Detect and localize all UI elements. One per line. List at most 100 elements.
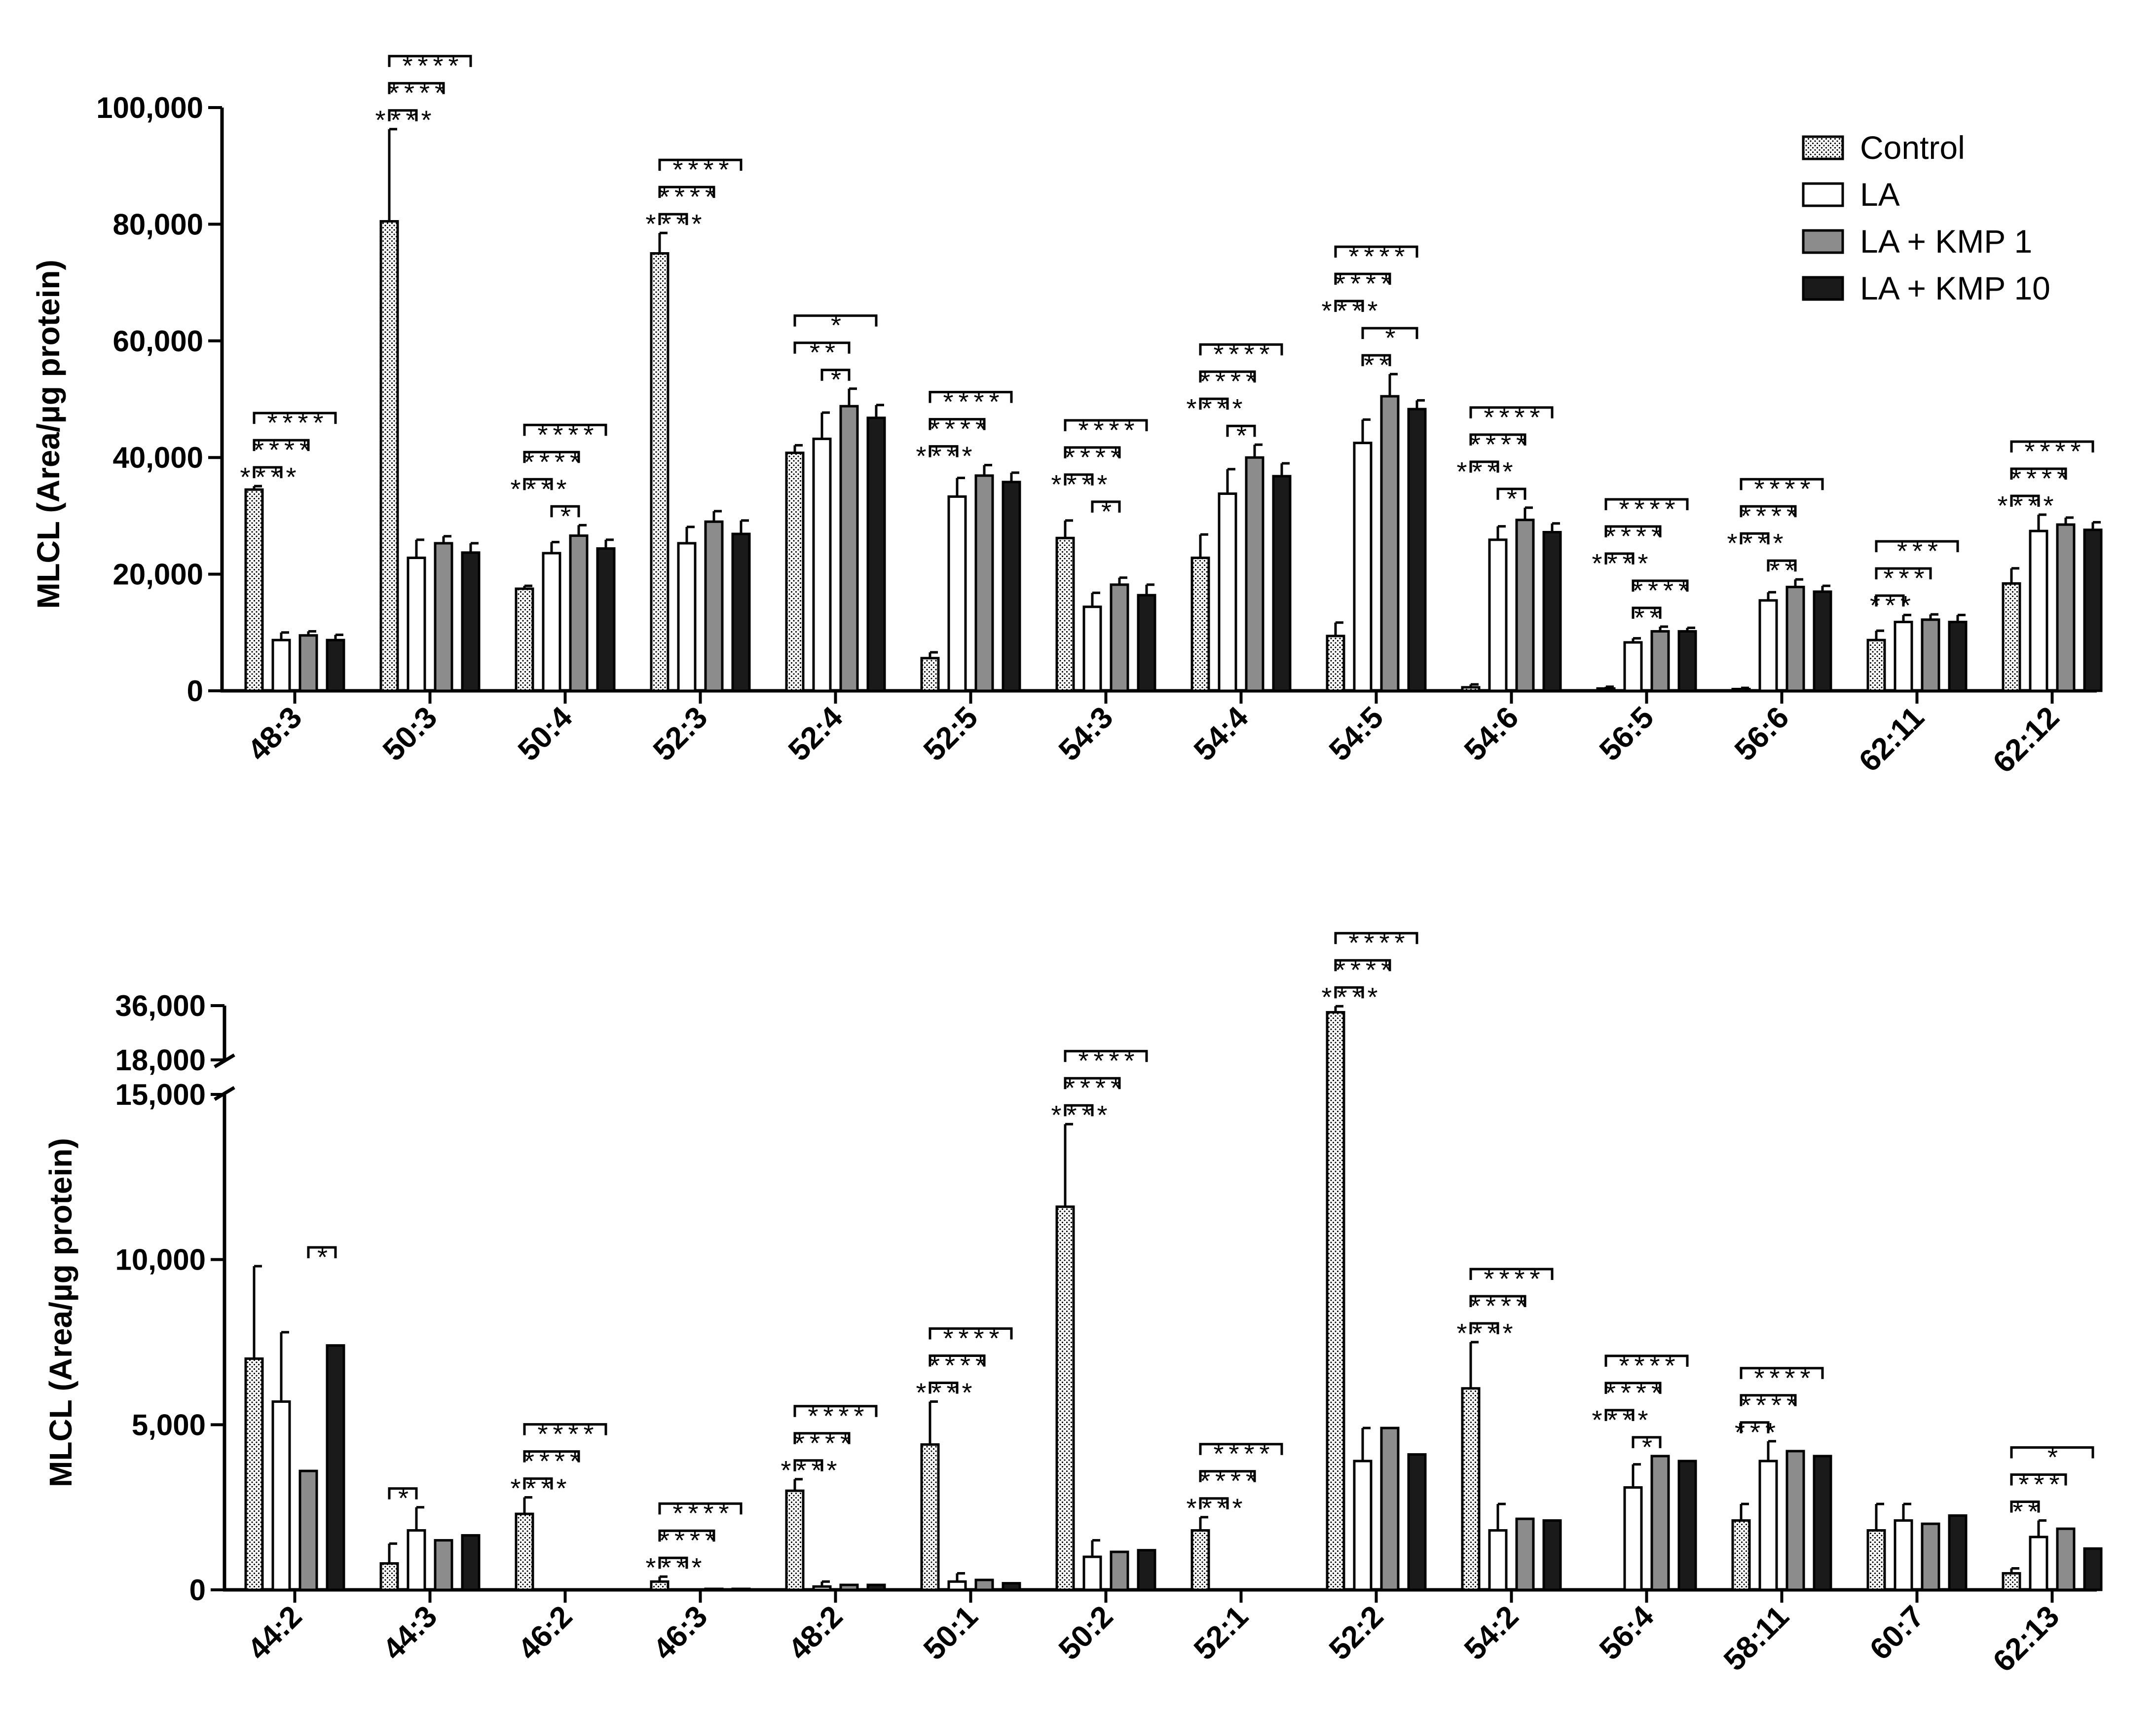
top-bar-56-5-la [1623, 641, 1643, 692]
top-significance-bracket-48-3 [253, 412, 337, 424]
top-significance-bracket-54-5 [1334, 300, 1364, 312]
bottom-significance-label-52-2: **** [1321, 982, 1382, 1012]
top-bar-56-6-la [1758, 599, 1778, 692]
top-category-label-56-5: 56:5 [1593, 700, 1661, 768]
top-significance-bracket-54-5 [1334, 272, 1391, 285]
top-significance-label-52-3: **** [645, 209, 706, 239]
bottom-bar-60-7-la [1894, 1519, 1913, 1591]
top-bar-54-6-la [1488, 538, 1508, 692]
bottom-significance-label-44-2: * [317, 1242, 333, 1272]
top-bar-50-4-control [515, 587, 534, 692]
bottom-bar-60-7-control [1866, 1529, 1886, 1591]
top-bar-62-11-control [1866, 639, 1886, 692]
top-bar-48-3-la [271, 639, 291, 692]
bottom-category-label-62-13: 62:13 [1986, 1599, 2066, 1679]
bottom-bar-46-2-control [515, 1512, 534, 1591]
top-bar-48-3-la-kmp-1 [298, 634, 318, 692]
bottom-significance-bracket-50-1 [929, 1381, 959, 1394]
top-significance-bracket-56-5 [1632, 606, 1662, 619]
top-significance-label-62-11: *** [1897, 536, 1943, 566]
bottom-significance-label-56-4: **** [1592, 1405, 1653, 1435]
bottom-bar-52-2-la-kmp-1 [1380, 1427, 1400, 1591]
top-bar-54-6-la-kmp-10 [1542, 530, 1562, 692]
top-significance-label-54-6: **** [1484, 403, 1545, 432]
top-category-label-54-6: 54:6 [1458, 700, 1525, 768]
top-significance-bracket-54-3 [1064, 446, 1121, 458]
bottom-significance-bracket-62-13 [2010, 1473, 2067, 1486]
top-bar-62-11-la [1894, 621, 1913, 692]
bottom-significance-label-50-1: **** [929, 1351, 991, 1380]
top-significance-bracket-50-3 [388, 109, 418, 121]
bottom-significance-label-58-11: **** [1754, 1363, 1815, 1393]
bottom-significance-bracket-52-1 [1199, 1497, 1229, 1509]
bottom-significance-label-54-2: **** [1456, 1318, 1518, 1348]
top-category-label-50-3: 50:3 [376, 700, 444, 768]
bottom-significance-label-50-2: **** [1051, 1100, 1112, 1130]
top-significance-label-54-6: * [1507, 484, 1522, 514]
top-bar-62-12-control [2002, 582, 2021, 692]
top-significance-bracket-54-6 [1496, 488, 1526, 500]
bottom-significance-bracket-48-2 [793, 1459, 823, 1471]
top-significance-label-50-4: **** [537, 420, 598, 450]
top-significance-label-54-6: **** [1456, 457, 1518, 487]
bottom-significance-bracket-50-1 [929, 1327, 1013, 1340]
top-significance-label-52-4: ** [810, 338, 840, 368]
top-significance-bracket-62-11 [1875, 567, 1932, 580]
top-bar-50-3-la-kmp-1 [434, 542, 453, 692]
top-significance-bracket-54-4 [1199, 343, 1283, 356]
top-bar-48-3-la-kmp-10 [326, 639, 345, 692]
bottom-significance-label-54-2: **** [1484, 1264, 1545, 1294]
top-bar-56-6-la-kmp-1 [1785, 586, 1805, 692]
top-significance-bracket-54-6 [1469, 433, 1526, 446]
top-significance-bracket-62-11 [1875, 540, 1959, 553]
top-significance-bracket-52-5 [929, 391, 1013, 403]
top-bar-54-4-la-kmp-10 [1272, 475, 1292, 692]
top-bar-52-5-control [920, 657, 940, 692]
top-category-label-56-6: 56:6 [1728, 700, 1796, 768]
bottom-significance-bracket-50-2 [1064, 1050, 1148, 1062]
bottom-bar-46-3-la-kmp-1 [704, 1587, 724, 1591]
bottom-significance-bracket-46-2 [523, 1450, 580, 1463]
bottom-bar-48-2-la [812, 1585, 832, 1591]
bottom-bar-56-4-la [1623, 1486, 1643, 1591]
bottom-significance-bracket-54-2 [1469, 1295, 1526, 1307]
bottom-bar-50-2-la-kmp-1 [1110, 1550, 1129, 1591]
top-significance-bracket-56-6 [1740, 505, 1797, 518]
bottom-significance-label-56-4: * [1642, 1432, 1657, 1462]
top-category-label-52-3: 52:3 [647, 700, 714, 768]
top-bar-54-6-la-kmp-1 [1515, 519, 1535, 692]
top-significance-label-56-6: **** [1741, 501, 1802, 531]
bottom-bar-60-7-la-kmp-1 [1921, 1522, 1940, 1591]
top-significance-label-48-3: **** [254, 435, 315, 465]
top-significance-bracket-56-5 [1604, 552, 1635, 564]
top-significance-label-54-3: * [1101, 497, 1116, 526]
top-bar-48-3-control [244, 488, 264, 692]
top-significance-label-54-5: **** [1348, 242, 1410, 271]
top-significance-bracket-54-6 [1469, 460, 1499, 473]
top-significance-label-48-3: **** [267, 408, 328, 438]
bottom-significance-bracket-52-1 [1199, 1470, 1256, 1482]
top-significance-label-54-3: **** [1065, 443, 1126, 472]
top-significance-bracket-62-12 [2010, 494, 2040, 507]
top-significance-bracket-54-5 [1334, 245, 1418, 258]
bottom-category-label-60-7: 60:7 [1863, 1599, 1931, 1667]
bottom-significance-label-46-3: **** [659, 1526, 720, 1555]
bottom-significance-label-62-13: * [2047, 1442, 2063, 1472]
top-significance-bracket-52-4 [793, 341, 851, 354]
top-significance-bracket-50-4 [523, 478, 553, 490]
top-significance-label-50-3: **** [389, 78, 450, 108]
top-bar-50-3-la [407, 557, 426, 692]
bottom-significance-bracket-54-2 [1469, 1268, 1554, 1280]
bottom-bar-50-2-la-kmp-10 [1137, 1549, 1156, 1591]
top-bar-50-4-la [542, 552, 561, 692]
bottom-significance-label-46-2: **** [524, 1447, 585, 1476]
top-significance-label-50-4: **** [524, 447, 585, 477]
bottom-bar-44-2-la-kmp-10 [326, 1344, 345, 1591]
top-significance-bracket-62-12 [2010, 467, 2067, 480]
top-y-axis-title: MLCL (Area/µg protein) [31, 260, 66, 609]
bottom-bar-50-2-control [1055, 1205, 1075, 1591]
bottom-category-label-54-2: 54:2 [1458, 1599, 1525, 1667]
top-bar-52-4-la [812, 437, 832, 692]
top-significance-label-52-5: **** [916, 442, 977, 471]
top-significance-label-54-5: **** [1335, 269, 1396, 299]
